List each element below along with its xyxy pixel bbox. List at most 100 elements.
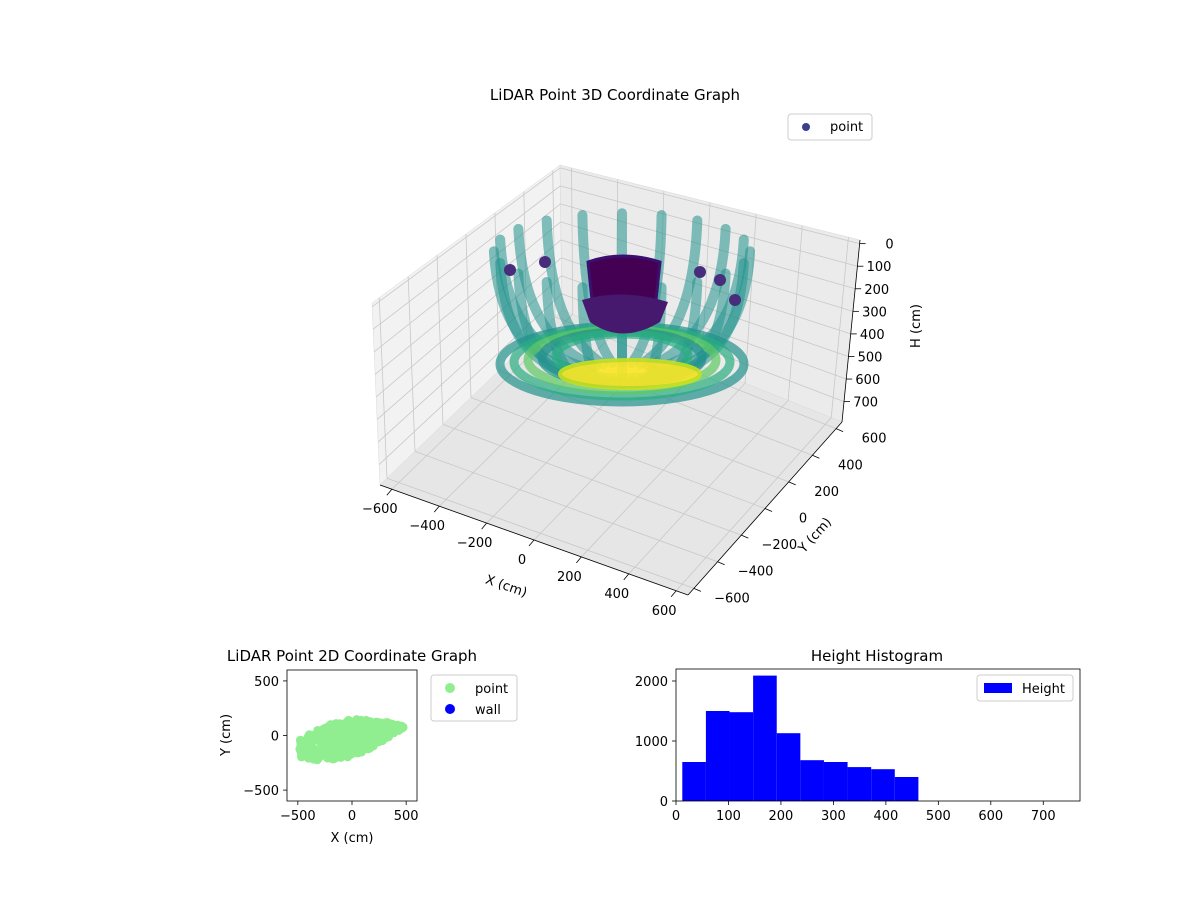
histogram-bar	[871, 769, 895, 801]
z-tick-label-3d: 200	[864, 283, 889, 298]
grid-line-z-left	[371, 167, 561, 307]
z-tick-label-3d: 700	[853, 396, 878, 411]
y-tick-label-3d: −400	[738, 565, 774, 580]
y-tick-mark-3d	[788, 481, 796, 486]
x-tick-label-3d: 200	[557, 570, 582, 585]
scatter-point	[344, 741, 354, 751]
y-tick-mark-3d	[693, 587, 702, 592]
y-tick-label-hist: 1000	[635, 735, 668, 750]
grid-line-x-wall	[830, 237, 849, 418]
x-tick-label-3d: −200	[457, 536, 493, 551]
x-tick-label-hist: 0	[672, 809, 680, 824]
point-tip	[504, 264, 516, 276]
grid-line-y-wall	[378, 297, 388, 479]
legend-2d-marker-point	[445, 683, 455, 693]
z-tick-label-3d: 600	[855, 373, 880, 388]
scatter-point	[367, 738, 377, 748]
grid-line-z	[560, 203, 856, 290]
y-tick-label-3d: −200	[761, 538, 797, 553]
legend-3d: point	[787, 113, 873, 141]
grid-line-y	[470, 397, 766, 509]
grid-line-x-wall	[744, 214, 757, 384]
point-inner-cup-lower	[582, 294, 668, 334]
grid-line-y	[414, 450, 718, 563]
scatter-point	[299, 736, 309, 746]
scatter-point	[332, 730, 342, 740]
x-tick-mark-3d	[528, 539, 535, 547]
ticks-3d: −600−400−2000200400600−600−400−200020040…	[362, 238, 894, 619]
y-axis-label-2d: Y (cm)	[219, 714, 234, 757]
legend-histogram-label: Height	[1022, 682, 1065, 697]
ticks-histogram: 0 100 200 300 400 500 600 700 0 1000 2000	[635, 675, 1056, 824]
x-tick-mark-3d	[386, 488, 393, 496]
legend-histogram-frame	[976, 674, 1074, 702]
title-3d: LiDAR Point 3D Coordinate Graph	[490, 86, 740, 104]
z-tick-label-3d: 500	[858, 350, 883, 365]
plot-3d: LiDAR Point 3D Coordinate Graph −600 −400…	[362, 86, 924, 619]
scatter-point	[325, 749, 335, 759]
y-tick-label-3d: −600	[714, 591, 750, 606]
x-tick-mark-3d	[433, 505, 440, 513]
histogram-bar	[753, 675, 777, 801]
x-tick-label-2d: −500	[280, 809, 316, 824]
histogram-bar	[705, 711, 730, 801]
z-tick-label-3d: 400	[860, 328, 885, 343]
legend-histogram: Height	[976, 674, 1074, 702]
x-tick-label-2d: 500	[394, 809, 419, 824]
x-tick-label-hist: 200	[769, 809, 794, 824]
scatter-point	[381, 727, 391, 737]
legend-3d-label: point	[830, 120, 863, 135]
legend-2d-label-wall: wall	[475, 703, 501, 718]
grid-line-y	[442, 424, 742, 536]
point-tip	[539, 256, 551, 268]
y-tick-label-3d: 200	[814, 485, 839, 500]
histogram-bar	[729, 712, 754, 801]
grid-line-z	[560, 221, 854, 312]
scatter-point	[377, 736, 387, 746]
point-rib	[642, 223, 731, 372]
point-rib	[513, 223, 602, 372]
x-tick-mark-3d	[576, 556, 582, 564]
scatter-point	[360, 738, 370, 748]
y-tick-mark-3d	[717, 561, 725, 566]
x-tick-label-3d: 400	[604, 587, 629, 602]
scatter-point	[332, 739, 342, 749]
scatter-point	[368, 727, 378, 737]
scatter-point	[371, 717, 381, 727]
legend-2d-marker-wall	[445, 704, 455, 714]
grid-line-y-wall	[465, 233, 472, 398]
point-tip	[729, 294, 741, 306]
y-tick-label-2d: 0	[271, 730, 279, 745]
scatter-point	[324, 723, 334, 733]
grid-line-x-wall	[787, 225, 803, 401]
y-tick-label-3d: 400	[838, 458, 863, 473]
x-tick-mark-3d	[670, 590, 677, 598]
point-rib	[495, 234, 597, 375]
histogram-bar	[682, 762, 706, 801]
scatter-point	[305, 746, 315, 756]
grid-line-z-left	[375, 239, 562, 398]
x-tick-mark-3d	[623, 573, 630, 581]
legend-histogram-swatch	[984, 683, 1012, 693]
x-tick-label-3d: −600	[362, 502, 398, 517]
y-tick-mark-3d	[835, 428, 844, 433]
y-tick-mark-3d	[764, 508, 773, 512]
x-tick-label-hist: 700	[1031, 809, 1056, 824]
point-cloud-2d	[295, 715, 408, 765]
histogram-bar	[776, 733, 801, 801]
histogram-bar	[823, 762, 848, 801]
histogram-bar	[894, 777, 919, 801]
grid-line-z-left	[374, 221, 562, 375]
scatter-point	[362, 723, 372, 733]
legend-3d-frame	[787, 113, 873, 141]
scatter-point	[394, 722, 404, 732]
ticks-2d: −500 0 500 −500 0 500	[243, 675, 418, 824]
title-histogram: Height Histogram	[811, 647, 943, 665]
y-tick-mark-3d	[741, 534, 749, 539]
histogram-bar	[847, 767, 872, 801]
y-tick-label-hist: 2000	[635, 675, 668, 690]
z-tick-label-3d: 0	[885, 238, 893, 253]
x-tick-label-2d: 0	[348, 809, 356, 824]
scatter-point	[305, 734, 315, 744]
title-2d: LiDAR Point 2D Coordinate Graph	[227, 647, 477, 665]
